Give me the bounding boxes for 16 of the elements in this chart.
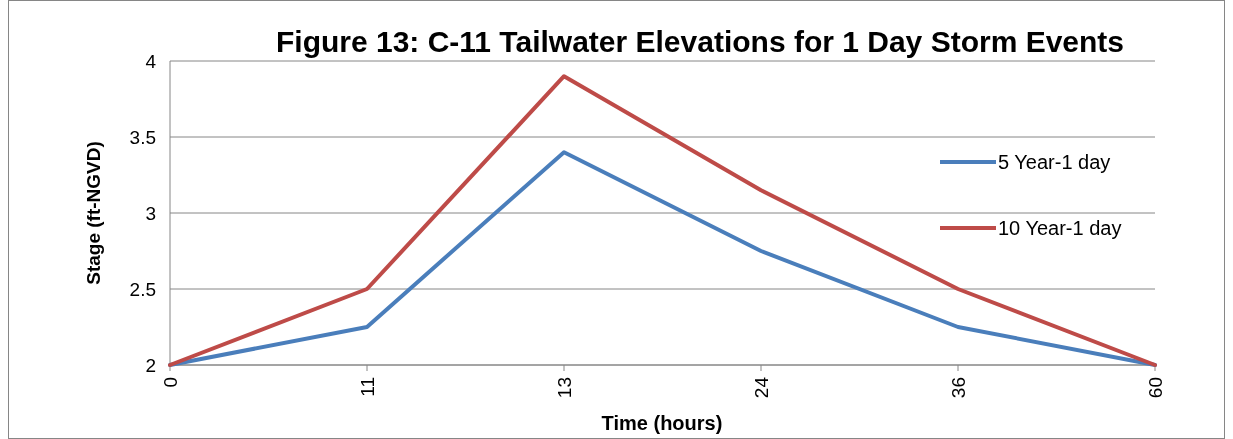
y-tick-label: 3.5 [129, 126, 156, 148]
legend-label: 10 Year-1 day [998, 217, 1122, 239]
y-tick-label: 2 [145, 354, 156, 376]
legend-label: 5 Year-1 day [998, 151, 1111, 173]
x-tick-label: 13 [554, 377, 575, 399]
y-tick-label: 3 [145, 202, 156, 224]
x-tick-label: 60 [1145, 377, 1166, 399]
chart-title: Figure 13: C-11 Tailwater Elevations for 1 Day Storm Events [275, 25, 1125, 58]
x-tick-label: 11 [357, 377, 378, 397]
y-tick-label: 2.5 [129, 278, 156, 300]
x-tick-label: 24 [751, 376, 772, 399]
x-tick-label: 36 [948, 377, 969, 399]
x-tick-label: 0 [160, 377, 181, 388]
x-axis-title: Time (hours) [601, 412, 723, 434]
y-tick-label: 4 [145, 50, 157, 72]
y-axis-title: Stage (ft-NGVD) [83, 141, 104, 285]
